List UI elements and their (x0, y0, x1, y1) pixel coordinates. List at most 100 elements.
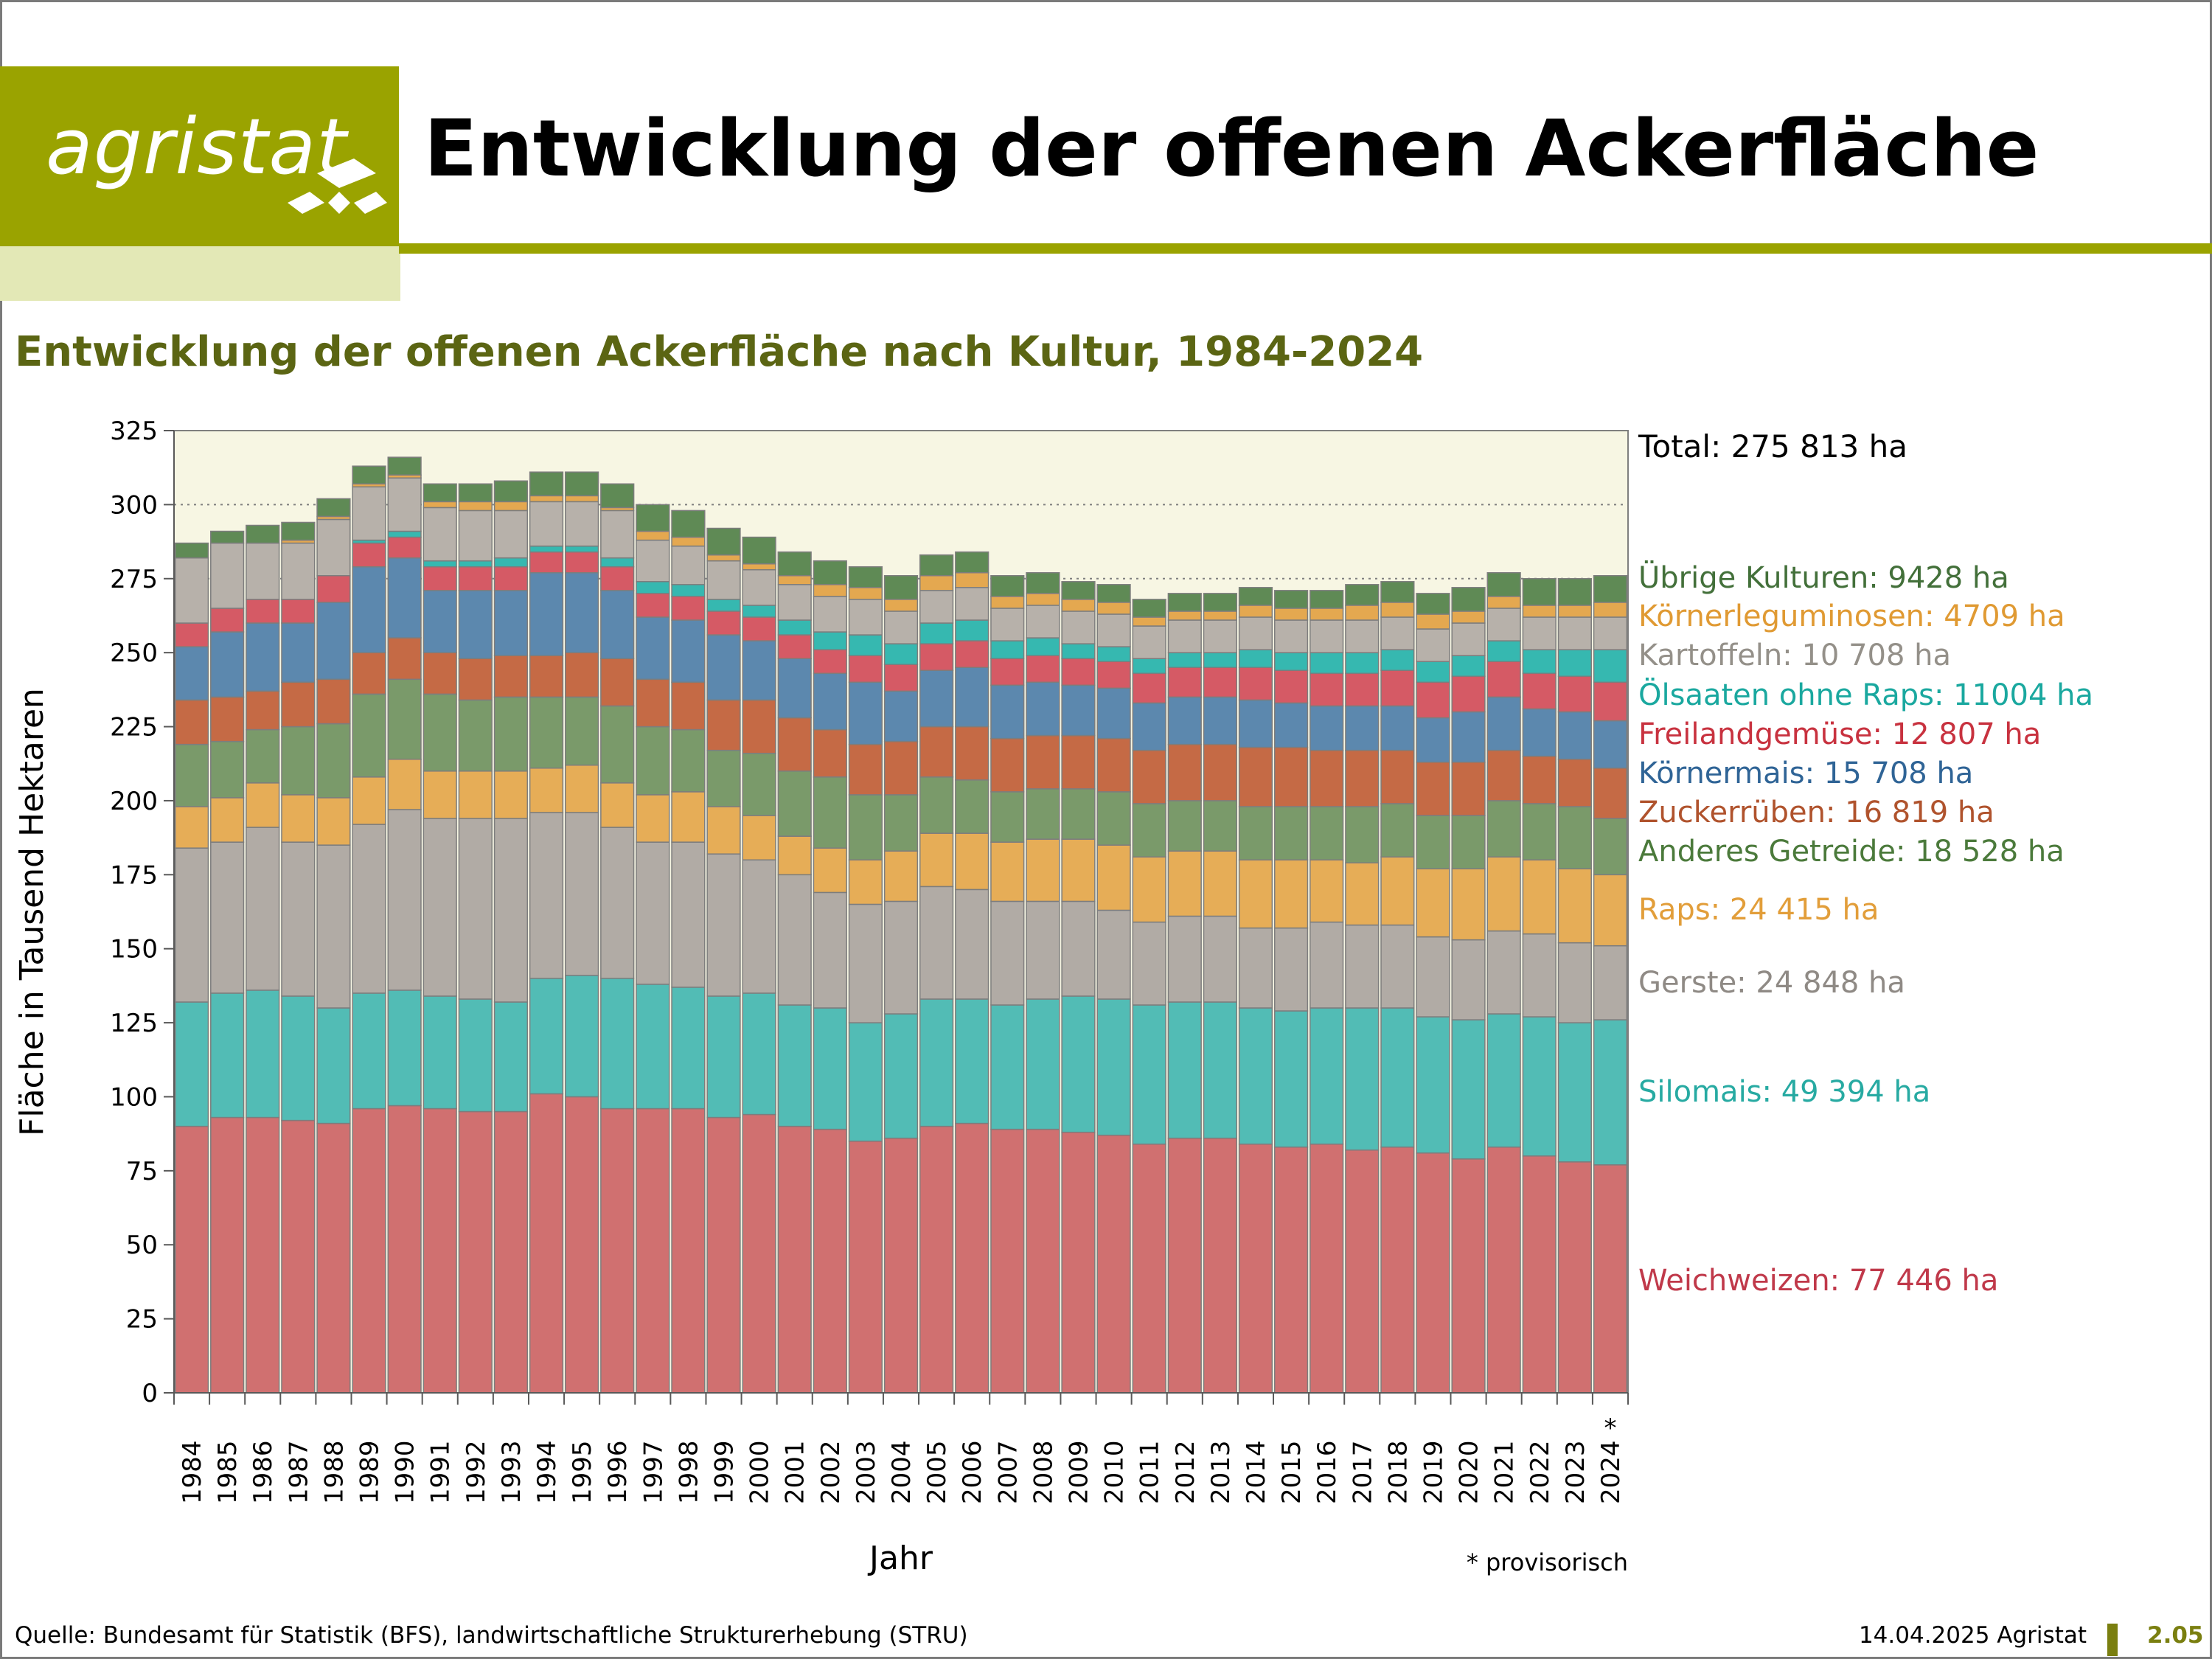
bar-segment (1132, 625, 1166, 659)
bar-segment (600, 782, 635, 828)
bar-segment (1203, 800, 1237, 852)
bar-segment (883, 850, 919, 902)
bar-segment (422, 560, 457, 568)
bar-segment (1416, 717, 1450, 763)
bar-segment (1593, 602, 1628, 618)
bar-segment (1451, 939, 1486, 1020)
bar-segment (352, 824, 386, 994)
x-tick-label: 2006 (958, 1440, 987, 1504)
bar-segment (565, 471, 599, 497)
header-rule (399, 243, 2212, 254)
bar-segment (246, 622, 280, 692)
bar-segment (742, 1113, 776, 1394)
bar-segment (919, 669, 954, 728)
x-tick-label: 1986 (248, 1440, 278, 1504)
bar-segment (1238, 1007, 1273, 1145)
bar-segment (1345, 605, 1380, 621)
bar-segment (1522, 616, 1557, 650)
x-tick-label: 1994 (532, 1440, 562, 1504)
bar-segment (246, 782, 280, 828)
series-label: Körnerleguminosen: 4709 ha (1638, 599, 2065, 633)
bar-segment (919, 575, 954, 591)
bar-segment (813, 584, 847, 597)
bar-segment (352, 566, 386, 653)
bar-segment (1167, 696, 1202, 745)
bar-segment (848, 1022, 883, 1142)
x-tick-label: 2008 (1029, 1440, 1058, 1504)
bar-segment (1593, 818, 1628, 876)
bar-segment (1026, 681, 1060, 737)
bar-segment (1310, 608, 1344, 621)
bar-segment (706, 554, 741, 562)
x-tick-label: 1993 (497, 1440, 526, 1504)
bar-segment (955, 571, 990, 588)
bar-segment (706, 749, 741, 807)
bar-segment (387, 758, 422, 810)
x-tick-label: 2000 (745, 1440, 775, 1504)
bar-segment (777, 619, 812, 636)
bar-segment (1310, 705, 1344, 751)
bar-segment (422, 818, 457, 997)
bar-segment (742, 752, 776, 816)
bar-segment (1167, 800, 1202, 852)
bar-segment (352, 652, 386, 695)
bar-segment (671, 619, 706, 684)
bar-segment (493, 818, 529, 1003)
bar-segment (1345, 652, 1380, 675)
bar-segment (1273, 746, 1309, 807)
bar-segment (1132, 856, 1166, 923)
bar-segment (1167, 593, 1202, 612)
series-label: Kartoffeln: 10 708 ha (1638, 639, 1951, 672)
bar-segment (316, 602, 351, 681)
bar-segment (210, 797, 245, 843)
bar-segment (1380, 581, 1415, 603)
bar-segment (281, 521, 316, 541)
bar-segment (246, 990, 280, 1119)
x-tick-label: 1985 (213, 1440, 243, 1504)
bar-segment (990, 900, 1025, 1006)
logo-text: agristat (46, 102, 347, 192)
bar-segment (1203, 743, 1237, 801)
bar-segment (1310, 806, 1344, 860)
bar-segment (210, 1116, 245, 1394)
x-tick-label: 2020 (1455, 1440, 1484, 1504)
bar-segment (742, 616, 776, 641)
bar-segment (493, 655, 529, 698)
bar-segment (493, 557, 529, 568)
bar-segment (1593, 768, 1628, 819)
bar-segment (883, 643, 919, 665)
bar-segment (636, 530, 670, 541)
bar-segment (636, 984, 670, 1110)
bar-segment (1026, 998, 1060, 1130)
bar-segment (600, 557, 635, 568)
bar-segment (1557, 578, 1592, 606)
bar-segment (1310, 1143, 1344, 1394)
bar-segment (848, 794, 883, 860)
bar-segment (1061, 734, 1096, 790)
bar-segment (246, 1116, 280, 1394)
bar-segment (281, 995, 316, 1121)
bar-segment (1167, 743, 1202, 801)
bar-segment (174, 1001, 209, 1127)
bar-segment (1345, 705, 1380, 751)
bar-segment (600, 566, 635, 591)
x-tick-label: 2024 (1596, 1440, 1626, 1504)
bar-segment (1238, 1143, 1273, 1394)
bar-segment (1451, 1158, 1486, 1394)
bar-segment (1486, 571, 1521, 597)
bar-segment (706, 611, 741, 636)
bar-segment (1061, 581, 1096, 600)
bar-segment (1273, 859, 1309, 929)
y-tick-label: 225 (110, 713, 158, 742)
bar-segment (883, 1137, 919, 1394)
bar-segment (246, 728, 280, 784)
bar-segment (1345, 862, 1380, 926)
bar-segment (1026, 593, 1060, 606)
bar-segment (1486, 749, 1521, 801)
bar-segment (919, 622, 954, 644)
bar-segment (1203, 696, 1237, 745)
bar-segment (777, 835, 812, 876)
stacked-bar-chart: 0 25 50 75 100 125 150 175 200 225 250 275 300 325 198… (13, 417, 2093, 1577)
bar-segment (636, 581, 670, 594)
